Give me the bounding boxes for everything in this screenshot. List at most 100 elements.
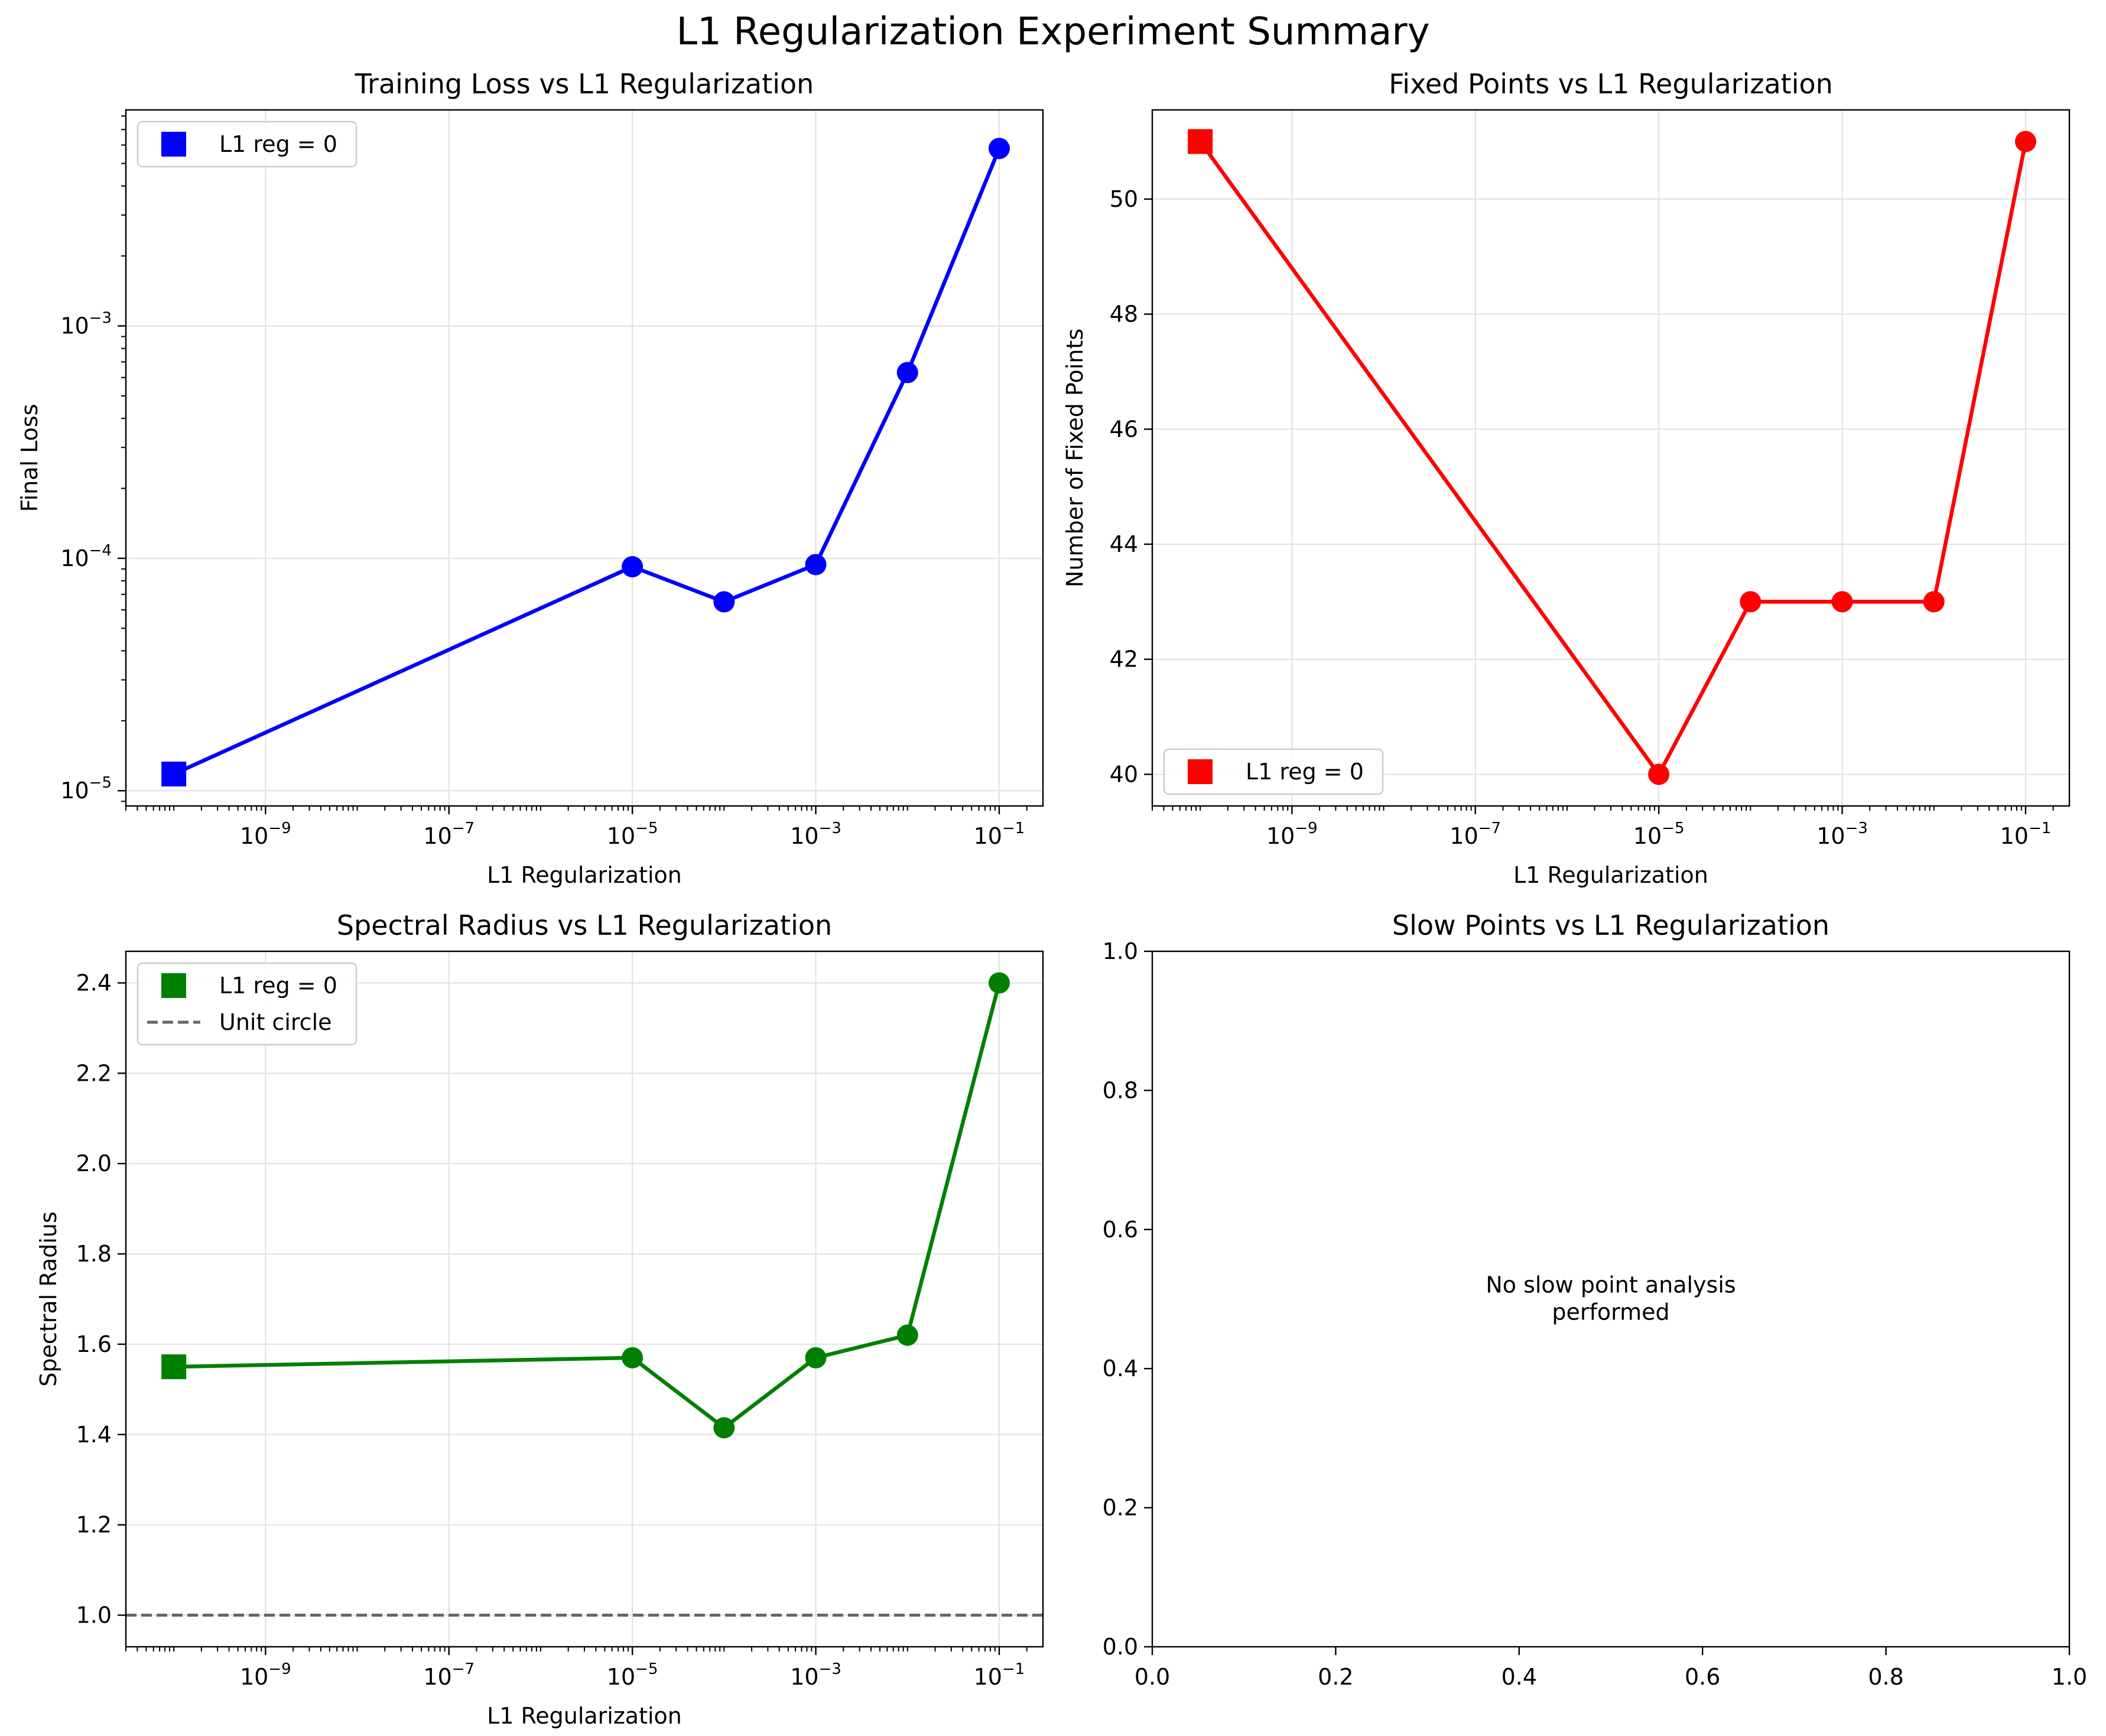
- minor-ticks: [1152, 806, 2054, 811]
- minor-ticks: [121, 115, 1028, 811]
- y-tick-label: 0.2: [1103, 1495, 1138, 1521]
- tick-labels: 10−9 10−7 10−5 10−3 10−1 10−5 10−4 10−3: [60, 310, 1025, 849]
- legend: L1 reg = 0 Unit circle: [136, 962, 358, 1046]
- data-point: [988, 972, 1010, 994]
- data-point: [622, 1347, 644, 1368]
- chart-title: Training Loss vs L1 Regularization: [355, 68, 814, 100]
- x-tick-label: 10−1: [974, 820, 1025, 849]
- chart-panel-1: 10−9 10−7 10−5 10−3 10−1 10−5 10−4 10−3 Training…: [17, 68, 1044, 888]
- data-point: [805, 1347, 827, 1368]
- legend-box: [136, 121, 358, 168]
- chart-panel-3: 10−9 10−7 10−5 10−3 10−1 1.0 1.2 1.4 1.6 1.8 2.0 2.…: [35, 909, 1044, 1729]
- data-point: [805, 554, 827, 576]
- y-tick-label: 1.0: [76, 1602, 112, 1628]
- x-tick-label: 10−1: [2000, 820, 2052, 849]
- y-tick-label: 50: [1110, 186, 1138, 212]
- data-point: [622, 556, 644, 578]
- data-point: [1923, 591, 1945, 613]
- x-tick-label: 10−7: [1450, 820, 1501, 849]
- x-axis-label: L1 Regularization: [1513, 862, 1708, 888]
- x-tick-label: 10−9: [1266, 820, 1318, 849]
- data-point: [1648, 763, 1670, 785]
- data-point: [896, 362, 918, 383]
- axes-frame: [1151, 950, 2071, 1648]
- y-tick-label: 1.6: [76, 1331, 112, 1357]
- x-tick-label: 0.2: [1318, 1664, 1353, 1690]
- tick-labels: 10−9 10−7 10−5 10−3 10−1 40 42 44 46 48 50: [1110, 186, 2052, 849]
- x-tick-label: 10−1: [974, 1660, 1025, 1690]
- y-tick-label: 44: [1110, 531, 1138, 557]
- legend-marker: [1188, 759, 1213, 784]
- y-tick-label: 1.8: [76, 1241, 112, 1267]
- y-tick-label: 2.4: [76, 970, 112, 996]
- x-tick-label: 10−3: [1816, 820, 1868, 849]
- y-tick-label: 0.6: [1103, 1217, 1138, 1243]
- y-tick-label: 40: [1110, 761, 1138, 787]
- y-tick-label: 10−3: [60, 310, 112, 339]
- x-tick-label: 0.0: [1135, 1664, 1170, 1690]
- y-axis-label: Spectral Radius: [35, 1211, 61, 1386]
- tick-labels: 0.0 0.2 0.4 0.6 0.8 1.0 0.0 0.2 0.4 0.6 0.8 1.0: [1103, 938, 2088, 1690]
- x-tick-label: 10−7: [423, 1660, 474, 1690]
- chart-title: Fixed Points vs L1 Regularization: [1389, 68, 1833, 100]
- y-tick-label: 1.0: [1103, 938, 1138, 964]
- y-tick-label: 1.4: [76, 1422, 112, 1448]
- y-tick-label: 42: [1110, 646, 1138, 672]
- data-point: [1740, 591, 1762, 613]
- annotation-text: No slow point analysis: [1486, 1272, 1736, 1298]
- grid-lines: [126, 951, 1043, 1647]
- x-tick-label: 1.0: [2052, 1664, 2087, 1690]
- series-line: [1198, 140, 2028, 776]
- y-tick-label: 46: [1110, 416, 1138, 442]
- tick-labels: 10−9 10−7 10−5 10−3 10−1 1.0 1.2 1.4 1.6 1.8 2.0 2.…: [76, 970, 1025, 1691]
- baseline-marker: [161, 1354, 187, 1380]
- y-tick-label: 1.2: [76, 1512, 112, 1538]
- x-tick-label: 10−3: [790, 1660, 841, 1690]
- series-line: [174, 982, 1002, 1430]
- legend-marker: [161, 132, 186, 157]
- y-tick-label: 0.4: [1103, 1355, 1138, 1381]
- grid-lines: [126, 110, 1043, 806]
- axes-frame: [125, 109, 1044, 807]
- x-axis-label: L1 Regularization: [487, 862, 682, 888]
- data-point: [713, 591, 735, 613]
- data-point: [896, 1324, 918, 1346]
- data-point: [2014, 131, 2036, 152]
- minor-ticks: [125, 1647, 1028, 1652]
- y-tick-label: 0.0: [1103, 1634, 1138, 1660]
- grid-lines: [1152, 110, 2069, 806]
- data-point: [988, 138, 1010, 160]
- x-tick-label: 0.6: [1685, 1664, 1720, 1690]
- legend: L1 reg = 0: [136, 121, 358, 168]
- y-tick-label: 48: [1110, 301, 1138, 327]
- y-axis-label: Number of Fixed Points: [1062, 329, 1088, 587]
- legend-label: L1 reg = 0: [219, 973, 337, 999]
- figure-title: L1 Regularization Experiment Summary: [676, 10, 1429, 54]
- x-tick-label: 0.8: [1868, 1664, 1903, 1690]
- chart-title: Spectral Radius vs L1 Regularization: [337, 909, 832, 941]
- x-tick-label: 10−5: [1633, 820, 1685, 849]
- baseline-marker: [1188, 129, 1213, 154]
- y-tick-label: 10−4: [60, 542, 112, 571]
- chart-panel-2: 10−9 10−7 10−5 10−3 10−1 40 42 44 46 48 50 Fixed Po…: [1062, 68, 2071, 888]
- legend-label: L1 reg = 0: [219, 131, 337, 157]
- x-tick-label: 10−9: [240, 820, 291, 849]
- legend-box: [1163, 748, 1384, 795]
- legend-box: [136, 962, 358, 1046]
- axes-frame: [125, 950, 1044, 1648]
- x-tick-label: 10−5: [607, 1660, 658, 1690]
- chart-title: Slow Points vs L1 Regularization: [1392, 909, 1829, 941]
- y-axis-label: Final Loss: [17, 404, 43, 512]
- y-tick-label: 2.0: [76, 1150, 112, 1176]
- y-tick-label: 10−5: [60, 774, 112, 804]
- x-tick-label: 10−5: [607, 820, 658, 849]
- legend-marker: [161, 973, 186, 998]
- y-tick-label: 0.8: [1103, 1077, 1138, 1103]
- data-point: [1831, 591, 1853, 613]
- x-tick-label: 10−9: [240, 1660, 291, 1690]
- series-line: [173, 148, 1001, 776]
- chart-panel-4: 0.0 0.2 0.4 0.6 0.8 1.0 0.0 0.2 0.4 0.6 0.8 1.0 No s…: [1103, 909, 2088, 1690]
- legend: L1 reg = 0: [1163, 748, 1384, 795]
